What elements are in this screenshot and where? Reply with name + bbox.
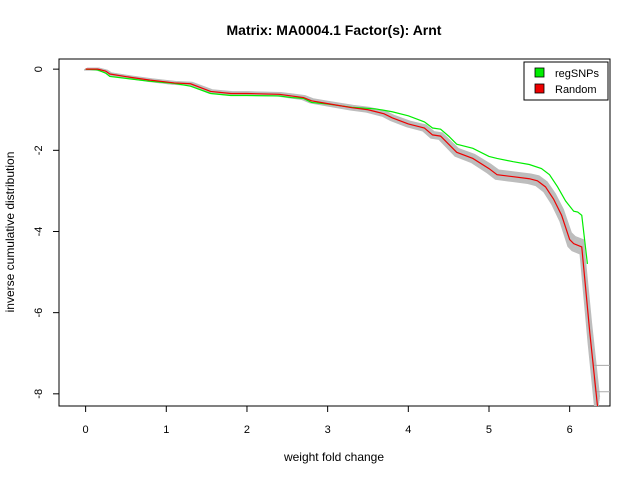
x-tick-label: 0: [83, 424, 89, 436]
legend-label-regsnps: regSNPs: [555, 68, 600, 80]
random-simulation-line: [85, 68, 599, 406]
random-simulation-line: [84, 69, 597, 406]
random-simulation-line: [85, 68, 598, 406]
x-axis-label: weight fold change: [283, 450, 384, 464]
legend-box: [523, 61, 609, 101]
y-tick-label: -4: [33, 227, 45, 237]
y-axis-label: inverse cumulative distribution: [3, 152, 17, 313]
legend: regSNPs Random: [523, 61, 609, 101]
random-simulation-line: [84, 68, 597, 406]
x-tick-label: 4: [405, 424, 411, 436]
y-tick-label: -8: [33, 389, 45, 399]
y-tick-label: -6: [33, 308, 45, 318]
random-simulation-band: [84, 67, 610, 406]
random-simulation-line: [84, 69, 596, 406]
random-simulation-line: [86, 68, 600, 406]
random-simulation-line: [86, 67, 600, 400]
series-line-regsnps: [85, 68, 589, 265]
x-tick-label: 5: [486, 424, 492, 436]
x-tick-label: 1: [163, 424, 169, 436]
legend-swatch-regsnps: [534, 67, 545, 78]
chart-title: Matrix: MA0004.1 Factor(s): Arnt: [227, 22, 442, 38]
random-simulation-line: [87, 67, 601, 398]
x-tick-label: 3: [325, 424, 331, 436]
random-simulation-line: [86, 67, 600, 402]
y-tick-label: 0: [33, 66, 45, 72]
random-simulation-line: [86, 68, 600, 404]
random-simulation-line: [85, 68, 598, 406]
random-simulation-line: [85, 68, 598, 406]
legend-label-random: Random: [555, 84, 597, 96]
series-line-random: [85, 68, 599, 406]
x-tick-label: 2: [244, 424, 250, 436]
y-axis: 0 -2 -4 -6 -8: [33, 66, 59, 399]
series-layer: [85, 68, 599, 406]
random-simulation-line: [84, 69, 596, 406]
legend-swatch-random: [534, 83, 545, 94]
y-tick-label: -2: [33, 145, 45, 155]
plot-frame: [58, 58, 611, 407]
x-tick-label: 6: [567, 424, 573, 436]
random-simulation-line: [85, 68, 599, 406]
x-axis: 0 1 2 3 4 5 6: [83, 406, 573, 436]
